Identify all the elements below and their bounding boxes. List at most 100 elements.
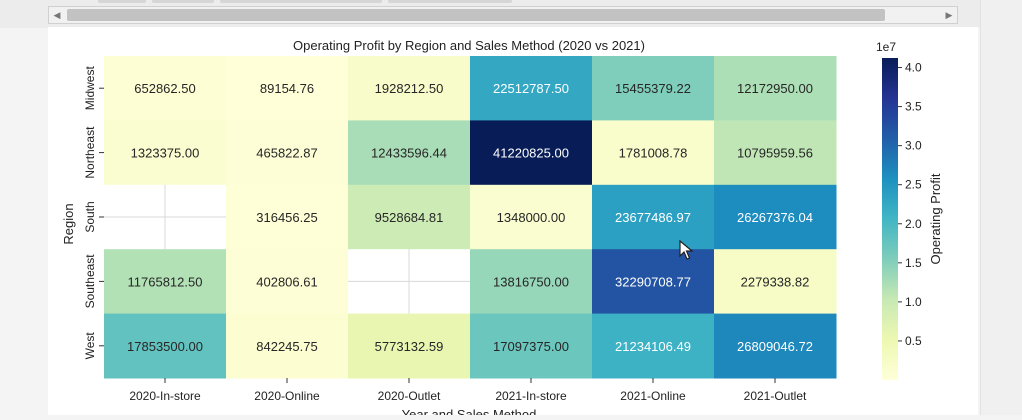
x-axis-label: Year and Sales Method	[402, 407, 537, 415]
cell-annotation: 1348000.00	[497, 210, 566, 225]
heatmap-cell	[714, 184, 837, 250]
cell-annotation: 12433596.44	[371, 146, 447, 161]
colorbar-tick-label: 2.0	[905, 217, 922, 231]
heatmap-cell	[104, 249, 227, 315]
heatmap-cell	[470, 249, 593, 315]
heatmap-cell	[592, 184, 715, 250]
colorbar-tick-label: 2.5	[905, 178, 922, 192]
cell-annotation: 1781008.78	[619, 146, 688, 161]
heatmap-cell	[348, 56, 471, 121]
cell-annotation: 26809046.72	[737, 339, 813, 354]
colorbar-tick-label: 4.0	[905, 61, 922, 75]
heatmap-cell	[592, 120, 715, 186]
chart-canvas: Operating Profit by Region and Sales Met…	[48, 27, 978, 420]
cell-annotation: 9528684.81	[375, 210, 444, 225]
x-tick-label: 2020-Online	[254, 389, 320, 403]
heatmap-cell	[714, 249, 837, 315]
heatmap-cell	[470, 56, 593, 121]
heatmap-cell	[714, 313, 837, 379]
cell-annotation: 13816750.00	[493, 274, 569, 289]
heatmap-cell	[714, 56, 837, 121]
heatmap-cell	[348, 120, 471, 186]
cell-annotation: 21234106.49	[615, 339, 691, 354]
cell-annotation: 2279338.82	[741, 274, 810, 289]
heatmap-cell	[470, 313, 593, 379]
y-axis-label: Region	[61, 203, 76, 244]
y-tick-label: South	[83, 201, 97, 232]
cell-annotation: 11765812.50	[128, 274, 203, 289]
top-strip: ◀ ▶	[0, 0, 1022, 28]
heatmap-cell	[592, 249, 715, 315]
cell-annotation: 23677486.97	[615, 210, 691, 225]
tab-ghost[interactable]	[388, 0, 512, 3]
right-panel	[980, 0, 1022, 415]
heatmap-cell	[592, 313, 715, 379]
heatmap-cell	[592, 56, 715, 121]
triangle-right-icon[interactable]: ▶	[945, 10, 953, 20]
colorbar-tick-label: 3.0	[905, 139, 922, 153]
heatmap-cell	[226, 249, 349, 315]
cell-annotation: 12172950.00	[737, 81, 813, 96]
heatmap-cell	[226, 56, 349, 121]
cell-annotations: 652862.50 89154.76 1928212.50 22512787.50 15…	[127, 81, 813, 354]
tab-strip	[48, 0, 512, 4]
colorbar-label: Operating Profit	[928, 173, 943, 264]
cell-annotation: 1323375.00	[131, 146, 200, 161]
x-tick-label: 2021-Outlet	[744, 389, 807, 403]
triangle-left-icon[interactable]: ◀	[53, 10, 61, 20]
heatmap-cell	[104, 313, 227, 379]
heatmap-cells	[104, 56, 837, 379]
colorbar-ticks: 0.5 1.0 1.5 2.0 2.5 3.0 3.5 4.0	[898, 61, 922, 348]
x-tick-label: 2020-In-store	[129, 389, 201, 403]
cell-annotation: 15455379.22	[615, 81, 691, 96]
y-tick-label: Northeast	[83, 126, 97, 179]
heatmap-cell	[348, 184, 471, 250]
cell-annotation: 316456.25	[256, 210, 317, 225]
heatmap-cell	[470, 120, 593, 186]
cell-annotation: 652862.50	[134, 81, 195, 96]
colorbar-multiplier: 1e7	[876, 40, 896, 54]
y-tick-labels: Midwest Northeast South Southeast West	[83, 66, 104, 360]
chart-title: Operating Profit by Region and Sales Met…	[293, 38, 645, 53]
y-tick-label: Southeast	[83, 254, 97, 309]
x-tick-label: 2021-In-store	[495, 389, 567, 403]
heatmap-cell	[226, 184, 349, 250]
cell-annotation: 465822.87	[256, 146, 317, 161]
tab-ghost[interactable]	[152, 0, 214, 3]
horizontal-scrollbar[interactable]: ◀ ▶	[48, 6, 958, 24]
scrollbar-thumb[interactable]	[67, 9, 885, 21]
x-tick-label: 2020-Outlet	[378, 389, 441, 403]
cell-annotation: 41220825.00	[493, 146, 569, 161]
cell-annotation: 5773132.59	[375, 339, 444, 354]
heatmap-cell	[226, 120, 349, 186]
y-tick-label: West	[83, 332, 97, 360]
colorbar-tick-label: 1.5	[905, 256, 922, 270]
cell-annotation: 10795959.56	[737, 146, 813, 161]
x-tick-labels: 2020-In-store 2020-Online 2020-Outlet 2021-…	[129, 378, 807, 403]
cell-annotation: 1928212.50	[375, 81, 444, 96]
heatmap-cell	[226, 313, 349, 379]
heatmap-cell	[714, 120, 837, 186]
cell-annotation: 17097375.00	[493, 339, 569, 354]
cell-annotation: 842245.75	[256, 339, 317, 354]
heatmap-chart: Operating Profit by Region and Sales Met…	[61, 38, 943, 420]
heatmap-cell	[104, 56, 227, 121]
colorbar-tick-label: 0.5	[905, 334, 922, 348]
x-tick-label: 2021-Online	[620, 389, 686, 403]
y-tick-label: Midwest	[83, 66, 97, 111]
heatmap-cell	[470, 184, 593, 250]
tab-ghost[interactable]	[98, 0, 146, 3]
heatmap-cell	[348, 313, 471, 379]
cell-annotation: 32290708.77	[615, 274, 691, 289]
cell-annotation: 89154.76	[260, 81, 314, 96]
colorbar-tick-label: 3.5	[905, 100, 922, 114]
cell-annotation: 22512787.50	[493, 81, 569, 96]
colorbar-tick-label: 1.0	[905, 295, 922, 309]
mouse-cursor-icon	[679, 240, 693, 260]
cell-annotation: 402806.61	[256, 274, 317, 289]
cell-annotation: 26267376.04	[737, 210, 813, 225]
colorbar	[882, 58, 898, 380]
cell-annotation: 17853500.00	[127, 339, 203, 354]
heatmap-cell	[104, 120, 227, 186]
tab-ghost[interactable]	[220, 0, 382, 3]
